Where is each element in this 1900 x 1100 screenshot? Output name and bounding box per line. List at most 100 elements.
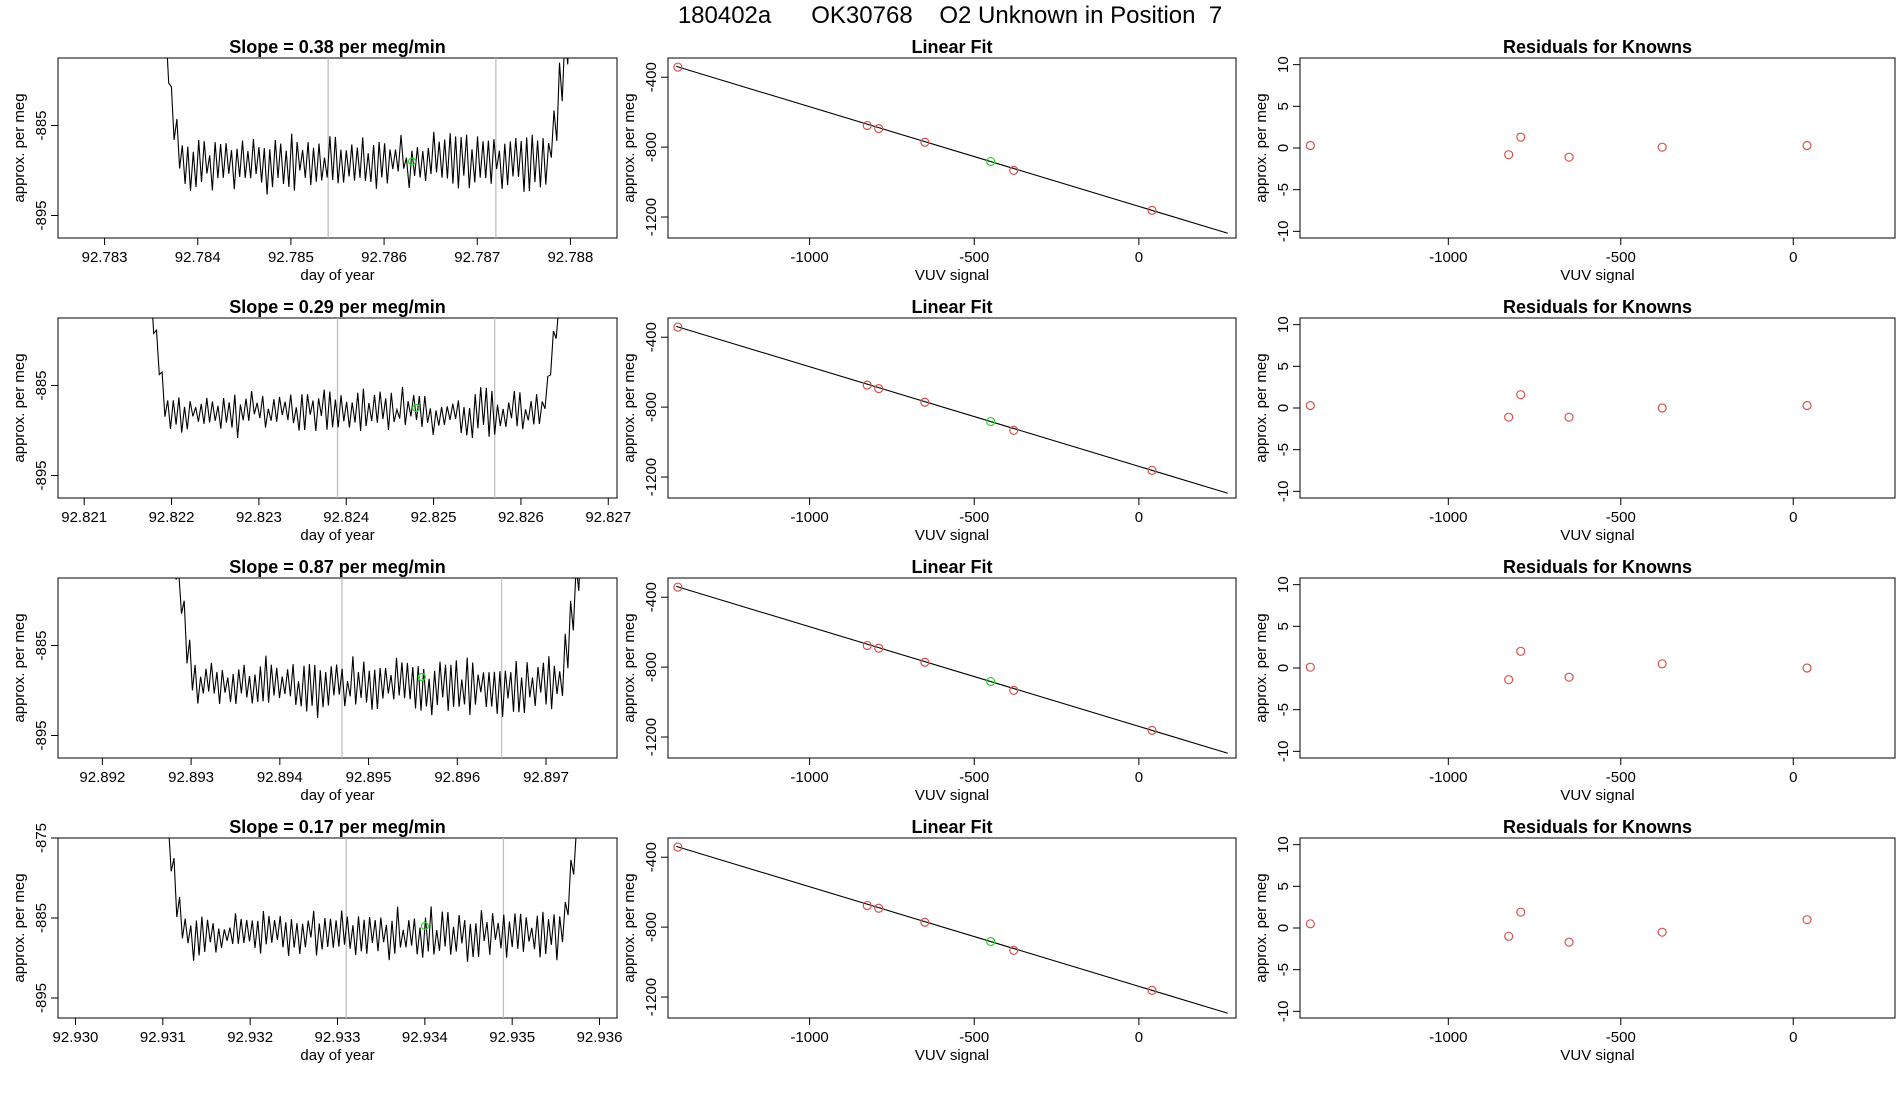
residual-point xyxy=(1504,931,1514,941)
plot-frame xyxy=(667,577,1237,759)
y-tick-label: 0 xyxy=(1275,664,1292,672)
x-tick-label: 0 xyxy=(1135,769,1143,786)
known-point xyxy=(862,120,872,131)
residual-point xyxy=(1657,927,1667,937)
y-tick-label: -5 xyxy=(1275,183,1292,196)
plot-frame xyxy=(57,577,618,759)
residual-point xyxy=(1504,150,1514,160)
y-tick-label: 10 xyxy=(1275,836,1292,853)
unknown-point xyxy=(407,157,417,166)
y-tick-label: -1200 xyxy=(643,458,660,496)
known-point xyxy=(874,643,884,653)
x-tick-label: 0 xyxy=(1135,509,1143,526)
plot-title: Linear Fit xyxy=(911,557,992,577)
y-axis-label: approx. per meg xyxy=(1253,93,1270,202)
plot-title: Residuals for Knowns xyxy=(1503,297,1692,317)
y-axis-label: approx. per meg xyxy=(621,873,638,982)
plot-title: Linear Fit xyxy=(911,297,992,317)
residual-point xyxy=(1305,400,1315,411)
known-point xyxy=(862,900,872,911)
residual-point xyxy=(1564,152,1574,162)
y-tick-label: -895 xyxy=(33,200,50,230)
plot-frame xyxy=(1299,317,1896,499)
x-tick-label: -1000 xyxy=(1429,509,1467,526)
y-tick-label: 5 xyxy=(1275,882,1292,890)
plot-frame xyxy=(667,837,1237,1019)
y-tick-label: 0 xyxy=(1275,924,1292,932)
x-tick-label: 92.934 xyxy=(402,1029,448,1046)
x-tick-label: -1000 xyxy=(790,509,828,526)
plot-title: Residuals for Knowns xyxy=(1503,557,1692,577)
x-tick-label: -500 xyxy=(1606,249,1636,266)
fit-line xyxy=(676,65,1228,234)
plot-title: Slope = 0.38 per meg/min xyxy=(229,37,446,57)
x-tick-label: 92.787 xyxy=(454,249,500,266)
known-point xyxy=(862,380,872,390)
x-tick-label: 92.821 xyxy=(61,509,107,526)
x-axis-label: VUV signal xyxy=(915,1047,989,1064)
y-tick-label: -885 xyxy=(33,903,50,933)
known-point xyxy=(673,582,683,592)
plot-frame xyxy=(57,837,618,1019)
residual-point xyxy=(1504,412,1514,422)
known-point xyxy=(1147,205,1157,215)
x-tick-label: 92.930 xyxy=(53,1029,99,1046)
residual-point xyxy=(1305,140,1315,151)
plot-frame xyxy=(667,57,1237,239)
y-tick-label: -1200 xyxy=(643,718,660,756)
plot-frame xyxy=(1299,57,1896,239)
x-tick-label: 0 xyxy=(1789,509,1797,526)
known-point xyxy=(862,640,872,651)
x-tick-label: 92.897 xyxy=(523,769,569,786)
y-tick-label: -875 xyxy=(33,823,50,853)
x-axis-label: day of year xyxy=(300,787,374,804)
known-point xyxy=(1147,985,1157,995)
y-axis-label: approx. per meg xyxy=(11,93,28,202)
y-tick-label: 0 xyxy=(1275,404,1292,412)
x-tick-label: 92.827 xyxy=(585,509,631,526)
x-tick-label: -1000 xyxy=(790,249,828,266)
y-tick-label: -800 xyxy=(643,392,660,422)
x-tick-label: 92.896 xyxy=(434,769,480,786)
residual-point xyxy=(1802,400,1812,411)
y-axis-label: approx. per meg xyxy=(11,613,28,722)
x-tick-label: 0 xyxy=(1789,769,1797,786)
x-axis-label: VUV signal xyxy=(1560,787,1634,804)
known-point xyxy=(920,657,930,667)
signal-trace xyxy=(175,578,580,718)
y-axis-label: approx. per meg xyxy=(621,93,638,202)
fit-line xyxy=(676,585,1228,754)
residual-point xyxy=(1802,140,1812,151)
unknown-point xyxy=(417,672,426,682)
y-axis-label: approx. per meg xyxy=(11,353,28,462)
residual-point xyxy=(1516,907,1526,917)
residual-point xyxy=(1516,390,1526,400)
y-tick-label: 0 xyxy=(1275,144,1292,152)
plot-title: Linear Fit xyxy=(911,37,992,57)
y-tick-label: -800 xyxy=(643,652,660,682)
y-tick-label: -400 xyxy=(643,322,660,352)
plot-frame xyxy=(667,317,1237,499)
x-tick-label: 92.783 xyxy=(82,249,128,266)
x-tick-label: -500 xyxy=(959,1029,989,1046)
y-tick-label: -400 xyxy=(643,582,660,612)
x-tick-label: 0 xyxy=(1789,1029,1797,1046)
y-tick-label: 5 xyxy=(1275,362,1292,370)
figure-title: 180402a OK30768 O2 Unknown in Position 7 xyxy=(677,2,1223,29)
y-tick-label: -895 xyxy=(33,720,50,750)
y-tick-label: -400 xyxy=(643,842,660,872)
signal-trace xyxy=(162,58,569,195)
x-tick-label: 92.893 xyxy=(168,769,214,786)
y-tick-label: -10 xyxy=(1275,1000,1292,1022)
x-tick-label: 92.823 xyxy=(236,509,282,526)
known-point xyxy=(1147,725,1157,735)
y-tick-label: -1200 xyxy=(643,978,660,1016)
x-tick-label: -1000 xyxy=(790,1029,828,1046)
x-tick-label: -1000 xyxy=(1429,1029,1467,1046)
plot-frame xyxy=(1299,837,1896,1019)
residual-point xyxy=(1802,663,1812,673)
y-tick-label: -10 xyxy=(1275,220,1292,242)
x-axis-label: VUV signal xyxy=(1560,1047,1634,1064)
x-axis-label: day of year xyxy=(300,267,374,284)
known-point xyxy=(1009,425,1019,435)
